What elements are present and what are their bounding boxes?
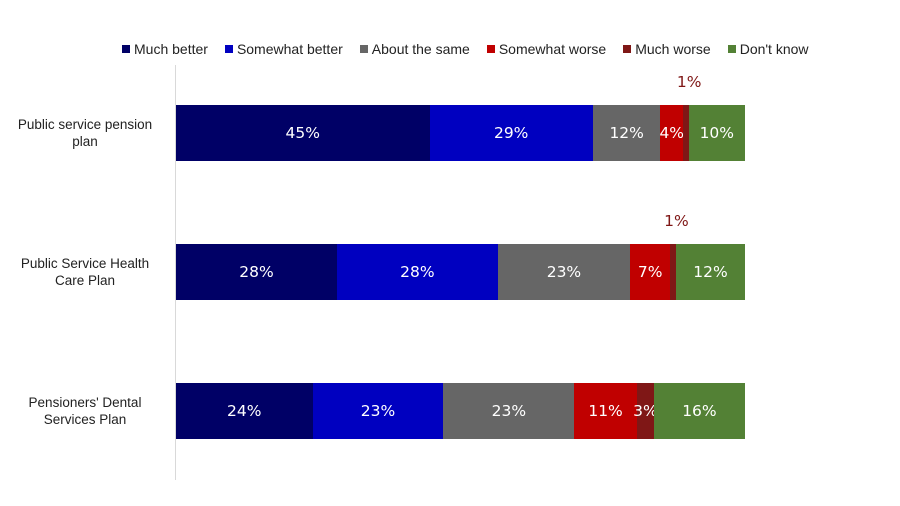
data-label: 29% xyxy=(493,124,529,142)
legend-swatch xyxy=(486,45,495,53)
data-label: 23% xyxy=(491,402,527,420)
data-label: 12% xyxy=(693,263,728,281)
legend-label: Somewhat better xyxy=(236,41,343,57)
legend-item-much-worse: Much worse xyxy=(623,41,711,57)
stacked-bar-health-care: 28% 28% 23% 7% 12% xyxy=(176,244,745,300)
bar-segment: 7% xyxy=(630,244,671,300)
legend-item-somewhat-worse: Somewhat worse xyxy=(486,41,607,57)
stacked-bar-dental: 24% 23% 23% 11% 3% 16% xyxy=(176,383,745,439)
bar-segment: 28% xyxy=(176,244,337,300)
data-label: 28% xyxy=(400,263,435,281)
data-label: 24% xyxy=(227,402,262,420)
legend-item-dont-know: Don't know xyxy=(727,41,809,57)
bar-segment: 12% xyxy=(675,244,745,300)
bar-segment: 10% xyxy=(688,105,745,161)
data-label: 16% xyxy=(682,402,717,420)
legend-label: Much worse xyxy=(635,41,711,57)
legend-item-somewhat-better: Somewhat better xyxy=(224,41,343,57)
data-label: 11% xyxy=(588,402,623,420)
legend-label: About the same xyxy=(371,41,470,57)
legend-swatch xyxy=(727,45,736,53)
bar-segment: 12% xyxy=(592,105,661,161)
legend-swatch xyxy=(359,45,368,53)
data-label: 3% xyxy=(633,402,658,420)
category-label: Public service pension plan xyxy=(17,117,153,149)
data-label: 10% xyxy=(699,124,735,142)
data-label: 28% xyxy=(239,263,274,281)
legend-swatch xyxy=(224,45,233,53)
bar-segment: 11% xyxy=(574,383,637,439)
category-label: Pensioners' Dental Services Plan xyxy=(28,395,142,427)
bar-segment: 23% xyxy=(443,383,575,439)
bar-segment: 16% xyxy=(653,383,745,439)
legend-item-much-better: Much better xyxy=(122,41,208,57)
legend-item-about-the-same: About the same xyxy=(359,41,470,57)
legend-label: Somewhat worse xyxy=(498,41,607,57)
data-label: 23% xyxy=(360,402,396,420)
bar-segment: 45% xyxy=(176,105,430,161)
legend-swatch xyxy=(623,45,632,53)
bar-segment: 3% xyxy=(633,383,658,439)
bar-segment xyxy=(670,244,676,300)
bar-segment: 24% xyxy=(176,383,313,439)
chart-legend: Much better Somewhat better About the sa… xyxy=(122,41,826,57)
stacked-bar-pension: 45% 29% 12% 4% 10% xyxy=(176,105,745,161)
data-label: 12% xyxy=(609,124,644,142)
legend-label: Much better xyxy=(134,41,208,57)
data-label: 23% xyxy=(546,263,582,281)
category-label: Public Service Health Care Plan xyxy=(20,256,150,288)
data-label: 7% xyxy=(637,263,663,281)
bar-segment: 23% xyxy=(497,244,631,300)
bar-segment: 4% xyxy=(659,105,685,161)
data-label: 45% xyxy=(285,124,320,142)
data-label: 1% xyxy=(664,212,689,230)
data-label: 4% xyxy=(659,124,685,142)
bar-segment: 29% xyxy=(429,105,593,161)
legend-swatch xyxy=(122,45,130,53)
data-label: 1% xyxy=(676,73,702,91)
category-axis-line xyxy=(175,65,176,480)
bar-segment: 23% xyxy=(312,383,444,439)
bar-segment: 28% xyxy=(336,244,498,300)
bar-segment xyxy=(683,105,689,161)
legend-label: Don't know xyxy=(739,41,809,57)
